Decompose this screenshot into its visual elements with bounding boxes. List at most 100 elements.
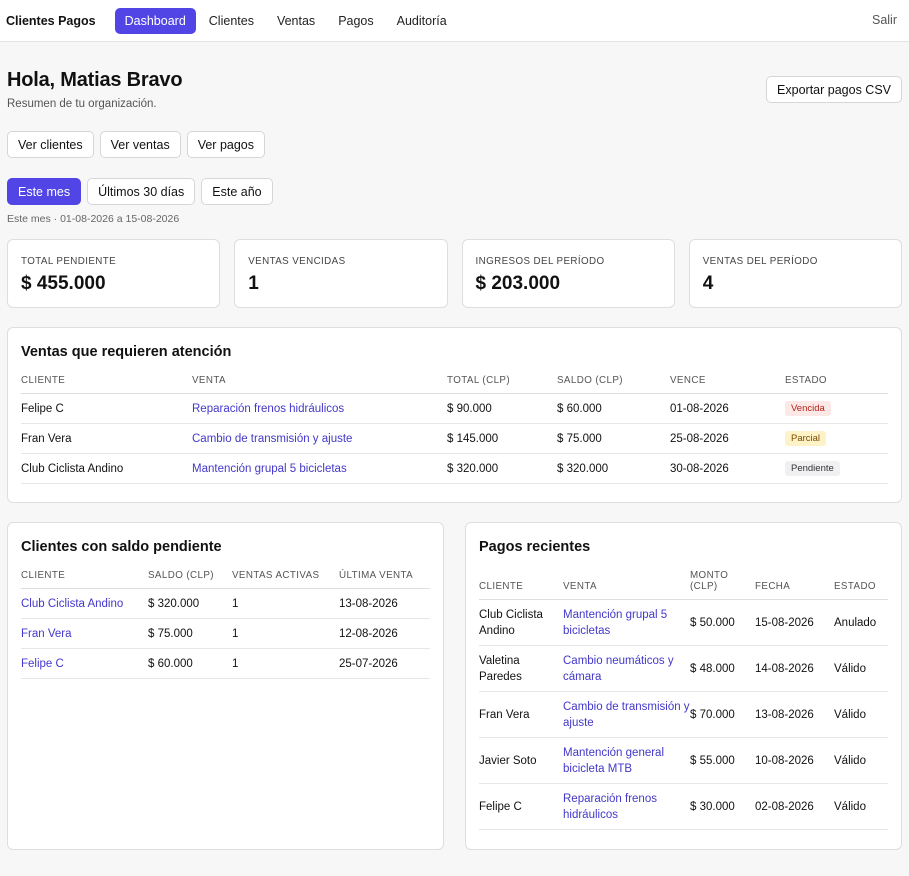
column-header: VENTA	[192, 375, 447, 394]
client-cell: Fran Vera	[21, 618, 148, 649]
last-sale-cell: 12-08-2026	[339, 618, 430, 649]
balance-cell: $ 320.000	[148, 588, 232, 619]
table-row: Felipe C $ 60.000 1 25-07-2026	[21, 648, 430, 679]
nav-link-clientes[interactable]: Clientes	[208, 13, 254, 28]
client-cell: Valetina Paredes	[479, 645, 563, 692]
status-cell: Válido	[834, 783, 888, 830]
sale-link[interactable]: Cambio de transmisión y ajuste	[563, 700, 690, 729]
sale-cell: Cambio neumáticos y cámara	[563, 645, 690, 692]
table-row: Fran Vera Cambio de transmisión y ajuste…	[21, 423, 888, 454]
nav-link-dashboard[interactable]: Dashboard	[114, 7, 196, 34]
column-header: VENTAS ACTIVAS	[232, 570, 339, 589]
date-cell: 15-08-2026	[755, 599, 834, 646]
client-cell: Club Ciclista Andino	[21, 453, 192, 484]
nav-link-ventas[interactable]: Ventas	[276, 13, 316, 28]
brand-logo[interactable]: Clientes Pagos	[6, 13, 96, 28]
period-range-note: Este mes · 01-08-2026 a 15-08-2026	[7, 213, 180, 225]
sale-cell: Cambio de transmisión y ajuste	[192, 423, 447, 454]
period-this-month-button[interactable]: Este mes	[7, 178, 82, 205]
date-cell: 02-08-2026	[755, 783, 834, 830]
table-row: Club Ciclista Andino Mantención grupal 5…	[479, 599, 888, 646]
column-header: SALDO (CLP)	[148, 570, 232, 589]
kpi-overdue-sales: VENTAS VENCIDAS 1	[234, 239, 448, 308]
client-link[interactable]: Club Ciclista Andino	[21, 597, 124, 610]
column-header: MONTO (CLP)	[690, 570, 755, 600]
nav-link-auditoria[interactable]: Auditoría	[396, 13, 447, 28]
kpi-period-sales: VENTAS DEL PERÍODO 4	[688, 239, 902, 308]
quick-links: Ver clientes Ver ventas Ver pagos	[7, 131, 902, 158]
balance-cell: $ 75.000	[557, 423, 670, 454]
active-sales-cell: 1	[232, 588, 339, 619]
pending-clients-table: CLIENTE SALDO (CLP) VENTAS ACTIVAS ÚLTIM…	[21, 570, 430, 679]
sale-cell: Cambio de transmisión y ajuste	[563, 691, 690, 738]
sale-link[interactable]: Reparación frenos hidráulicos	[563, 792, 657, 821]
column-header: VENCE	[670, 375, 785, 394]
column-header: ÚLTIMA VENTA	[339, 570, 430, 589]
sale-cell: Mantención general bicicleta MTB	[563, 737, 690, 784]
attention-sales-card: Ventas que requieren atención CLIENTE VE…	[7, 327, 902, 503]
client-cell: Javier Soto	[479, 737, 563, 784]
bottom-section: Clientes con saldo pendiente CLIENTE SAL…	[7, 522, 902, 850]
view-sales-button[interactable]: Ver ventas	[99, 131, 181, 158]
due-date-cell: 25-08-2026	[670, 423, 785, 454]
period-last-30-days-button[interactable]: Últimos 30 días	[87, 178, 196, 205]
status-cell: Válido	[834, 737, 888, 784]
sale-link[interactable]: Cambio neumáticos y cámara	[563, 654, 674, 683]
view-payments-button[interactable]: Ver pagos	[186, 131, 265, 158]
table-row: Club Ciclista Andino $ 320.000 1 13-08-2…	[21, 588, 430, 619]
table-row: Felipe C Reparación frenos hidráulicos $…	[21, 393, 888, 424]
amount-cell: $ 70.000	[690, 691, 755, 738]
table-row: Club Ciclista Andino Mantención grupal 5…	[21, 453, 888, 484]
export-payments-csv-button[interactable]: Exportar pagos CSV	[766, 76, 902, 103]
recent-payments-table: CLIENTE VENTA MONTO (CLP) FECHA ESTADO C…	[479, 570, 888, 830]
balance-cell: $ 60.000	[557, 393, 670, 424]
logout-link[interactable]: Salir	[871, 13, 897, 27]
table-row: Javier Soto Mantención general bicicleta…	[479, 737, 888, 784]
status-badge: Pendiente	[785, 461, 840, 476]
amount-cell: $ 50.000	[690, 599, 755, 646]
sale-link[interactable]: Mantención grupal 5 bicicletas	[192, 462, 347, 475]
date-cell: 13-08-2026	[755, 691, 834, 738]
page-title: Hola, Matias Bravo	[7, 69, 183, 91]
nav-link-pagos[interactable]: Pagos	[338, 13, 374, 28]
due-date-cell: 30-08-2026	[670, 453, 785, 484]
kpi-period-income: INGRESOS DEL PERÍODO $ 203.000	[461, 239, 675, 308]
table-row: Felipe C Reparación frenos hidráulicos $…	[479, 783, 888, 830]
attention-sales-table: CLIENTE VENTA TOTAL (CLP) SALDO (CLP) VE…	[21, 375, 888, 484]
client-cell: Felipe C	[21, 648, 148, 679]
total-cell: $ 320.000	[447, 453, 557, 484]
kpi-value: $ 455.000	[21, 273, 106, 294]
active-sales-cell: 1	[232, 618, 339, 649]
kpi-cards: TOTAL PENDIENTE $ 455.000 VENTAS VENCIDA…	[7, 239, 902, 308]
table-row: Valetina Paredes Cambio neumáticos y cám…	[479, 645, 888, 692]
dashboard-page: Hola, Matias Bravo Resumen de tu organiz…	[0, 42, 909, 850]
kpi-label: INGRESOS DEL PERÍODO	[475, 256, 605, 267]
table-header-row: CLIENTE VENTA MONTO (CLP) FECHA ESTADO	[479, 570, 888, 600]
pending-clients-card: Clientes con saldo pendiente CLIENTE SAL…	[7, 522, 444, 850]
column-header: CLIENTE	[21, 375, 192, 394]
sale-link[interactable]: Mantención general bicicleta MTB	[563, 746, 665, 775]
last-sale-cell: 25-07-2026	[339, 648, 430, 679]
sale-link[interactable]: Cambio de transmisión y ajuste	[192, 432, 353, 445]
status-cell: Pendiente	[785, 453, 888, 484]
sale-cell: Mantención grupal 5 bicicletas	[563, 599, 690, 646]
column-header: SALDO (CLP)	[557, 375, 670, 394]
date-cell: 14-08-2026	[755, 645, 834, 692]
sale-cell: Reparación frenos hidráulicos	[563, 783, 690, 830]
amount-cell: $ 48.000	[690, 645, 755, 692]
sale-link[interactable]: Reparación frenos hidráulicos	[192, 402, 345, 415]
balance-cell: $ 60.000	[148, 648, 232, 679]
page-header: Hola, Matias Bravo Resumen de tu organiz…	[7, 42, 902, 131]
kpi-label: TOTAL PENDIENTE	[21, 256, 117, 267]
client-link[interactable]: Fran Vera	[21, 627, 72, 640]
sale-link[interactable]: Mantención grupal 5 bicicletas	[563, 608, 668, 637]
column-header: ESTADO	[834, 570, 888, 600]
client-link[interactable]: Felipe C	[21, 657, 64, 670]
column-header: CLIENTE	[21, 570, 148, 589]
period-this-year-button[interactable]: Este año	[201, 178, 273, 205]
recent-payments-card: Pagos recientes CLIENTE VENTA MONTO (CLP…	[465, 522, 902, 850]
view-clients-button[interactable]: Ver clientes	[7, 131, 94, 158]
status-cell: Válido	[834, 691, 888, 738]
due-date-cell: 01-08-2026	[670, 393, 785, 424]
column-header: ESTADO	[785, 375, 888, 394]
